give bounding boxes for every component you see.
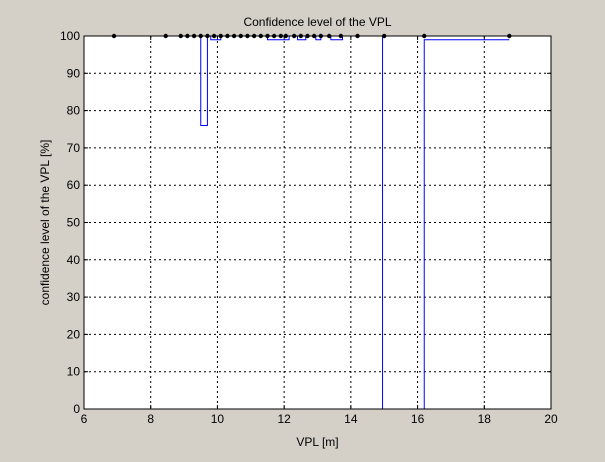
chart-title: Confidence level of the VPL [243, 15, 391, 29]
plot-area [84, 36, 551, 409]
y-tick-label: 40 [67, 253, 81, 267]
plot-frame [83, 35, 552, 410]
y-axis-label: confidence level of the VPL [%] [38, 140, 52, 306]
y-tick-label: 10 [67, 365, 81, 379]
y-tick-label: 70 [67, 141, 81, 155]
x-tick-label: 12 [277, 412, 291, 426]
y-tick-label: 60 [67, 178, 81, 192]
y-tick-label: 50 [67, 216, 81, 230]
y-tick-label: 80 [67, 104, 81, 118]
x-tick-label: 6 [81, 412, 88, 426]
x-tick-label: 14 [344, 412, 358, 426]
x-tick-label: 18 [478, 412, 492, 426]
tick-labels: 6 8 10 12 14 16 18 20 0 10 20 30 40 50 60 70 80 90 100 [60, 29, 558, 426]
x-tick-label: 10 [211, 412, 225, 426]
y-tick-label: 90 [67, 66, 81, 80]
y-tick-label: 20 [67, 327, 81, 341]
y-tick-label: 30 [67, 290, 81, 304]
grid [84, 36, 551, 409]
y-tick-label: 100 [60, 29, 80, 43]
x-tick-label: 16 [411, 412, 425, 426]
x-tick-label: 20 [544, 412, 558, 426]
x-tick-label: 8 [147, 412, 154, 426]
x-axis-label: VPL [m] [296, 435, 338, 449]
y-tick-label: 0 [73, 402, 80, 416]
